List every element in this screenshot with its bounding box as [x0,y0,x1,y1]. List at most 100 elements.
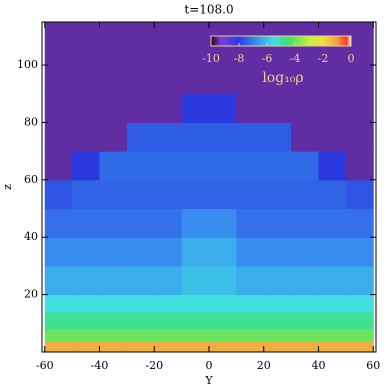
heat-cell [44,340,73,353]
heat-cell [345,329,374,342]
heat-cell [44,265,73,296]
heat-cell [181,122,210,152]
heat-cell [318,329,347,342]
heat-cell [236,151,265,181]
colorbar-tick-label: -4 [290,52,301,65]
heat-cell [318,265,347,296]
heat-cell [209,179,237,210]
heat-cell [154,294,183,313]
heat-cell [126,340,155,353]
heat-cell [291,179,320,210]
heat-cell [126,208,155,238]
x-tick-label: 40 [312,359,326,372]
heat-cell [209,311,237,330]
heat-cell [263,179,292,210]
y-tick-label: 60 [24,173,38,186]
heat-cell [72,93,100,123]
heat-cell [318,208,347,238]
heat-cell [345,93,374,123]
heat-cell [318,311,347,330]
heat-cell [209,22,237,95]
heat-cell [126,265,155,296]
heat-cell [126,93,155,123]
heat-cell [44,329,73,342]
heat-cell [126,22,155,95]
heat-cell [263,340,292,353]
heat-cell [236,208,265,238]
heat-cell [126,179,155,210]
heat-cell [154,122,183,152]
heat-cell [236,340,265,353]
heat-cell [318,237,347,267]
colorbar-tick-label: -8 [234,52,245,65]
heat-cell [209,237,237,267]
heat-cell [44,22,73,95]
heat-cell [181,265,210,296]
heat-cell [126,151,155,181]
heat-cell [72,122,100,152]
heat-cell [181,151,210,181]
heat-cell [44,93,73,123]
heat-cell [263,311,292,330]
heat-cell [181,179,210,210]
heat-cell [291,340,320,353]
heat-cell [263,122,292,152]
heat-cell [263,329,292,342]
heat-cell [345,22,374,95]
heat-cell [99,151,128,181]
heat-cell [72,265,100,296]
heat-cell [99,329,128,342]
heat-cell [44,208,73,238]
colorbar-tick-label: -10 [202,52,220,65]
heat-cell [318,151,347,181]
heat-cell [99,122,128,152]
heat-cell [181,294,210,313]
heat-cell [44,122,73,152]
heat-cell [345,311,374,330]
heat-cell [154,93,183,123]
heat-cell [318,122,347,152]
heat-cell [236,265,265,296]
heat-cell [72,311,100,330]
x-tick-label: 0 [206,359,213,372]
heat-cell [209,93,237,123]
x-tick-label: -40 [91,359,109,372]
heat-cell [181,237,210,267]
heat-cell [154,340,183,353]
heat-cell [72,294,100,313]
heat-cell [209,265,237,296]
heat-cell [236,22,265,95]
heat-cell [72,208,100,238]
heat-cell [181,22,210,95]
x-tick-label: -60 [36,359,54,372]
heat-cell [345,237,374,267]
heat-cell [72,151,100,181]
heat-cell [72,22,100,95]
heat-cell [236,179,265,210]
heat-cell [236,311,265,330]
y-tick-label: 100 [17,58,38,71]
heat-cell [154,22,183,95]
heat-cell [345,179,374,210]
heat-cell [181,311,210,330]
heat-cell [291,237,320,267]
heat-cell [99,22,128,95]
x-tick-label: 20 [257,359,271,372]
heat-cell [181,329,210,342]
heat-cell [263,208,292,238]
heat-cell [154,151,183,181]
heat-cell [345,294,374,313]
y-tick-label: 20 [24,288,38,301]
heat-cell [209,208,237,238]
heat-cell [126,122,155,152]
heat-cell [345,151,374,181]
heat-cell [126,294,155,313]
x-axis-label: Y [204,374,213,387]
heat-cell [236,93,265,123]
heat-cell [72,179,100,210]
x-tick-label: -20 [145,359,163,372]
heat-cell [99,294,128,313]
colorbar [210,35,352,47]
heat-cell [99,93,128,123]
